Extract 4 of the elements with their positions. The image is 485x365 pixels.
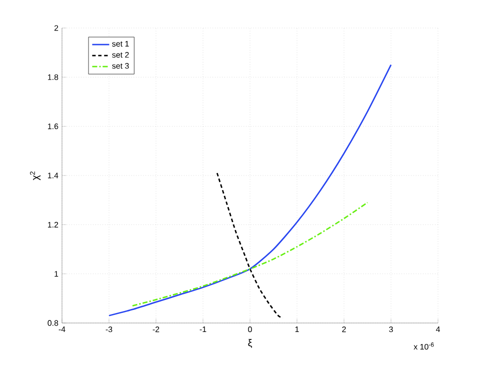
y-axis-title: χ$^{2}$ [30,172,41,180]
x-axis-title: ξ [248,339,252,348]
line-series [108,64,392,316]
line-series [132,202,368,306]
